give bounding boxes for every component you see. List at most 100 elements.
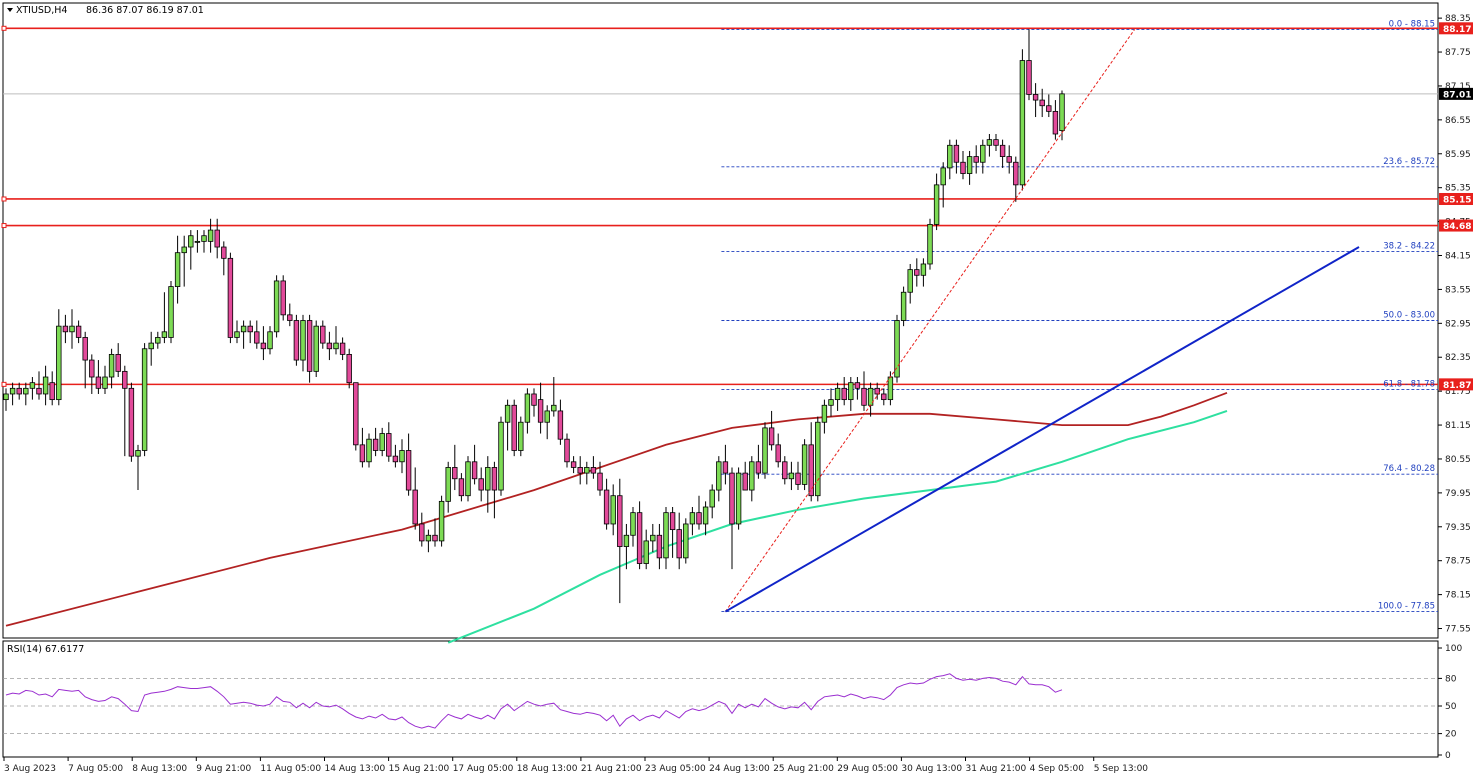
candle-body [788, 472, 795, 480]
candle [986, 133, 993, 157]
candle-body [458, 478, 465, 497]
candle-body [300, 320, 306, 361]
candle-body [603, 489, 610, 525]
time-tick-label: 7 Aug 05:00 [68, 764, 123, 774]
candle-body [676, 529, 682, 559]
candle-body [848, 382, 854, 401]
price-badge-label: 81.87 [1443, 381, 1471, 391]
candle-body [920, 263, 927, 276]
candle [940, 162, 946, 208]
price-tick-label: 78.75 [1445, 557, 1471, 567]
candle [966, 150, 973, 185]
candle-body [551, 404, 557, 412]
candle-body [795, 472, 801, 485]
price-badge-label: 88.17 [1443, 25, 1471, 35]
candle [980, 139, 986, 174]
candle [56, 309, 62, 406]
candle-body [280, 280, 286, 316]
moving-average-slow [5, 391, 1228, 627]
time-tick-label: 17 Aug 05:00 [453, 764, 514, 774]
candle-body [214, 229, 220, 248]
candle [313, 320, 319, 378]
candle-body [617, 495, 623, 547]
candle-body [933, 184, 940, 225]
candle-body [82, 337, 88, 361]
price-tick-label: 81.15 [1445, 421, 1471, 431]
fib-level-label: 76.4 - 80.28 [1383, 464, 1435, 474]
price-tick-label: 85.95 [1445, 150, 1471, 160]
candle-body [1019, 60, 1026, 186]
candle [1013, 156, 1019, 202]
candle [1046, 94, 1052, 118]
candle-body [135, 450, 141, 457]
candle-body [42, 376, 49, 395]
candle [749, 456, 755, 502]
price-tick-label: 82.35 [1445, 353, 1471, 363]
candle [729, 467, 735, 570]
rsi-tick-label: 100 [1445, 644, 1462, 654]
candle-body [597, 472, 603, 491]
candle [828, 388, 834, 417]
candle-body [504, 404, 511, 423]
candle-body [1032, 94, 1039, 101]
candle [557, 399, 564, 445]
candle [379, 427, 385, 457]
candle-body [115, 354, 121, 372]
candle-body [221, 246, 227, 259]
horizontal-lines-layer: 0.0 - 88.15 23.6 - 85.72 38.2 - 84.22 50.0 … [1, 19, 1438, 613]
candle-body [3, 393, 9, 401]
candle [412, 467, 418, 530]
rsi-label: RSI(14) 67.6177 [7, 644, 84, 655]
time-tick-label: 5 Sep 13:00 [1094, 764, 1149, 774]
candle-body [584, 467, 590, 474]
price-tick-label: 86.55 [1445, 116, 1471, 126]
symbol-header: XTIUSD,H4 86.36 87.07 86.19 87.01 [7, 5, 204, 16]
candle-body [425, 534, 432, 542]
candle [102, 365, 108, 394]
price-badge: 85.15 [1439, 192, 1473, 205]
candle [95, 360, 102, 394]
candle-body [254, 331, 260, 344]
candle [511, 399, 517, 457]
price-tick-label: 83.55 [1445, 285, 1471, 295]
candle-body [419, 523, 425, 542]
candle [1006, 145, 1012, 174]
candle-body [900, 291, 907, 321]
candle-body [201, 235, 207, 242]
time-tick-label: 15 Aug 21:00 [389, 764, 450, 774]
candle-body [69, 325, 75, 333]
fib-level-label: 23.6 - 85.72 [1383, 157, 1435, 167]
candle-body [89, 359, 95, 378]
candle-body [207, 229, 214, 242]
price-badge-bg [1439, 192, 1473, 205]
time-tick-label: 25 Aug 21:00 [773, 764, 834, 774]
candle-body [881, 393, 887, 401]
candle-body [240, 325, 247, 333]
candle [960, 150, 966, 180]
candle [9, 382, 16, 406]
candle [953, 139, 960, 174]
candle [273, 275, 280, 338]
candle-body [452, 467, 458, 480]
candle [254, 320, 260, 349]
price-badge-label: 87.01 [1443, 90, 1471, 100]
candle-body [729, 472, 735, 525]
candle [29, 377, 36, 400]
candle-body [339, 342, 346, 355]
candle [1039, 88, 1045, 118]
candle-body [273, 280, 280, 333]
price-badge: 88.17 [1439, 22, 1473, 35]
candle [610, 484, 616, 536]
candle-body [346, 354, 352, 384]
candle-body [518, 421, 524, 451]
candle-body [260, 342, 267, 350]
time-tick-label: 30 Aug 13:00 [901, 764, 962, 774]
moving-average-fast [447, 409, 1228, 644]
candle [491, 461, 498, 519]
dropdown-triangle-icon[interactable] [7, 8, 13, 12]
candle-body [161, 331, 168, 338]
candle-body [960, 161, 966, 174]
candle [201, 230, 207, 253]
candle [445, 461, 451, 513]
candle-body [907, 269, 913, 293]
